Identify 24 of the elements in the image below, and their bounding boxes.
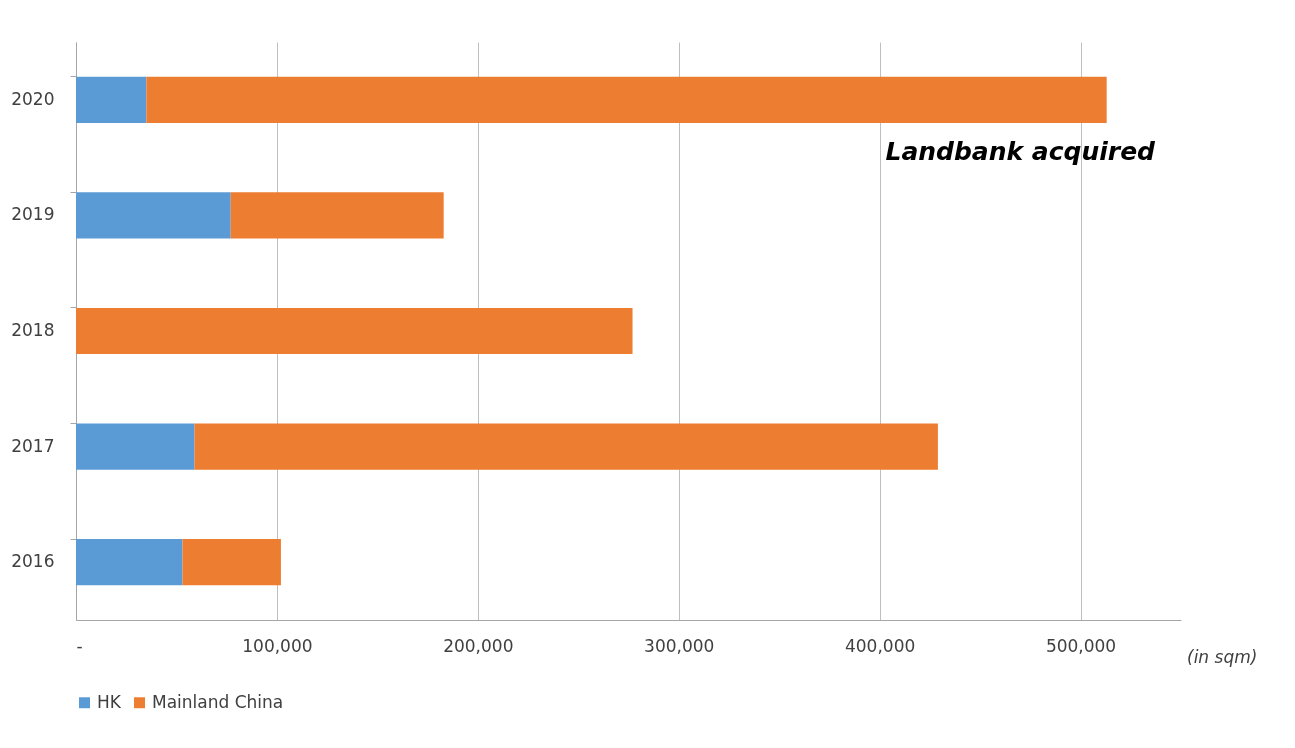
text: (in sqm): [1187, 647, 1258, 667]
legend-label: Mainland China: [152, 691, 284, 712]
x-tick-label: 300,000: [644, 635, 715, 656]
x-tick-label: 500,000: [1045, 635, 1117, 656]
y-tick-label: 2019: [11, 204, 55, 225]
annotation: Landbank acquired: [885, 137, 1157, 166]
bar: [76, 539, 183, 586]
y-tick-label: 2018: [11, 320, 55, 340]
x-tick-label: -: [76, 635, 83, 656]
legend-label: HK: [97, 691, 122, 712]
x-tick-label: 400,000: [844, 635, 916, 656]
bar: [194, 423, 938, 470]
bar: [182, 539, 281, 586]
bar: [76, 192, 231, 239]
bar: [76, 307, 633, 355]
y-tick-label: 2016: [11, 551, 55, 572]
x-tick-label: 200,000: [443, 635, 514, 656]
bar: [76, 76, 147, 123]
y-tick-label: 2020: [11, 88, 55, 109]
bar: [76, 423, 195, 470]
bar: [146, 76, 1107, 123]
y-tick-label: 2017: [11, 435, 55, 456]
bar: [230, 192, 444, 239]
x-tick-label: 100,000: [242, 635, 313, 656]
